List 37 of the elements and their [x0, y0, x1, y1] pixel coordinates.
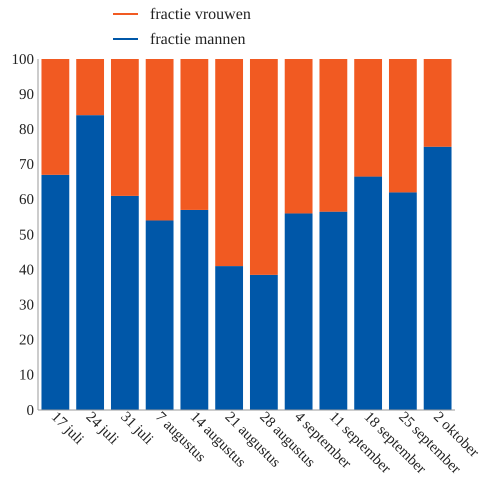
y-tick-label: 10 — [19, 368, 34, 384]
bar — [250, 59, 278, 275]
y-tick-label: 50 — [19, 227, 34, 244]
y-tick-label: 70 — [19, 157, 34, 174]
bar — [215, 266, 244, 410]
bar — [250, 274, 278, 410]
y-tick-label: 30 — [19, 298, 34, 314]
bar — [146, 220, 174, 410]
bar — [424, 59, 452, 147]
bar — [180, 210, 208, 410]
bar — [110, 59, 139, 196]
bar — [284, 59, 313, 214]
bar — [284, 213, 313, 410]
y-tick-label: 100 — [12, 52, 34, 68]
y-tick-label: 90 — [19, 86, 34, 103]
y-tick-label: 0 — [26, 402, 34, 419]
bar — [354, 59, 382, 177]
y-tick-label: 80 — [19, 122, 34, 138]
y-tick-label: 60 — [19, 192, 34, 208]
bar — [76, 59, 104, 116]
bar — [354, 176, 382, 410]
bar — [215, 59, 244, 266]
bar — [180, 59, 208, 210]
bar — [41, 59, 70, 175]
bar — [388, 192, 417, 410]
bar — [76, 115, 104, 410]
y-tick-label: 40 — [19, 262, 34, 278]
bar — [110, 196, 139, 410]
bar — [424, 146, 452, 410]
bar — [146, 59, 174, 220]
bar — [319, 59, 348, 212]
bar — [388, 59, 417, 192]
bar — [41, 174, 70, 410]
legend-label: fractie vrouwen — [150, 6, 251, 23]
y-tick-label: 20 — [19, 332, 34, 349]
bar — [319, 212, 348, 410]
legend-label: fractie mannen — [150, 31, 246, 48]
